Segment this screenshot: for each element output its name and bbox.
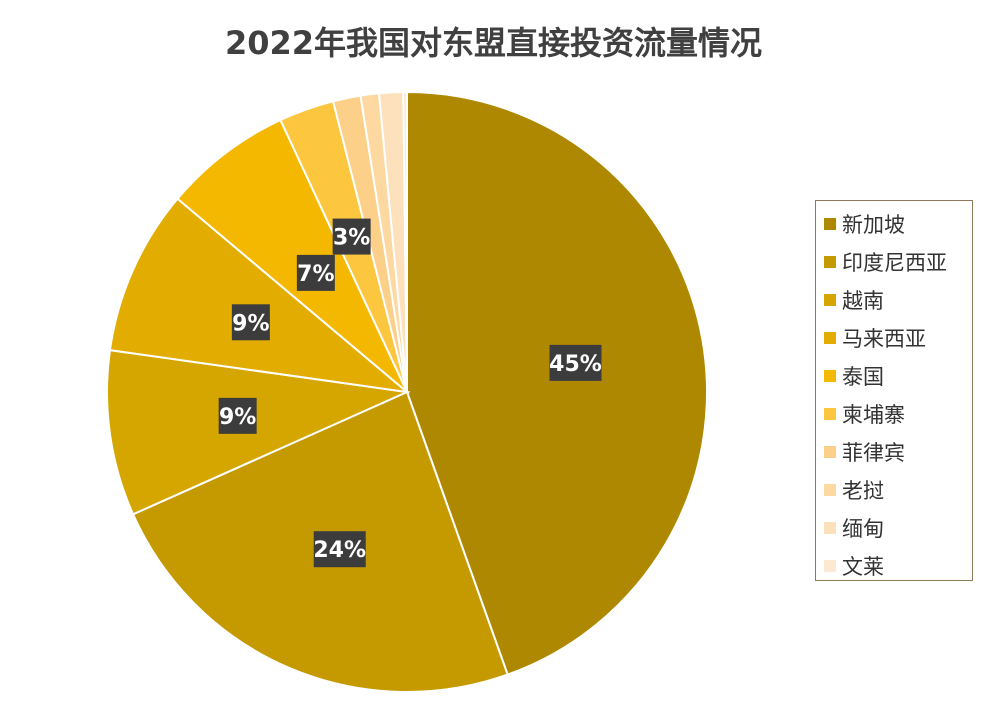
data-label-box	[231, 304, 270, 341]
legend-label: 新加坡	[842, 213, 905, 237]
legend-swatch	[824, 294, 836, 306]
pie-slice-3	[106, 349, 411, 516]
data-label-box	[296, 254, 335, 291]
legend-swatch	[824, 332, 836, 344]
data-label-text: 24%	[313, 538, 366, 563]
legend: 新加坡印度尼西亚越南马来西亚泰国柬埔寨菲律宾老挝缅甸文莱	[815, 200, 973, 581]
legend-swatch	[824, 218, 836, 230]
pie-data-labels: 45% 24% 9% 9% 7% 3%	[218, 218, 602, 568]
chart-title: 2022年我国对东盟直接投资流量情况	[224, 24, 763, 62]
legend-swatch	[824, 256, 836, 268]
legend-label: 柬埔寨	[842, 403, 905, 427]
pie-slice-4	[108, 197, 411, 394]
legend-item: 马来西亚	[816, 319, 972, 357]
pie-slice-10	[402, 90, 408, 393]
legend-item: 菲律宾	[816, 433, 972, 471]
legend-item: 越南	[816, 281, 972, 319]
legend-swatch	[824, 370, 836, 382]
legend-label: 泰国	[842, 365, 884, 389]
legend-item: 缅甸	[816, 509, 972, 547]
data-label-text: 7%	[297, 262, 334, 287]
data-label-text: 9%	[219, 405, 256, 430]
data-label-box	[332, 218, 371, 255]
data-label-text: 3%	[333, 226, 370, 251]
data-label-4: 9%	[231, 304, 270, 341]
legend-label: 马来西亚	[842, 327, 926, 351]
legend-swatch	[824, 446, 836, 458]
data-label-1: 45%	[549, 344, 602, 381]
legend-item: 老挝	[816, 471, 972, 509]
data-label-box	[313, 531, 366, 568]
legend-label: 印度尼西亚	[842, 251, 947, 275]
legend-item: 泰国	[816, 357, 972, 395]
data-label-text: 45%	[549, 352, 602, 377]
legend-swatch	[824, 408, 836, 420]
data-label-text: 9%	[232, 311, 269, 336]
legend-label: 缅甸	[842, 517, 884, 541]
data-label-box	[218, 397, 257, 434]
legend-item: 文莱	[816, 547, 972, 585]
legend-item: 柬埔寨	[816, 395, 972, 433]
legend-swatch	[824, 560, 836, 572]
legend-swatch	[824, 484, 836, 496]
data-label-6: 3%	[332, 218, 371, 255]
data-label-3: 9%	[218, 397, 257, 434]
legend-item: 新加坡	[816, 205, 972, 243]
pie-slice-5	[176, 118, 408, 393]
legend-label: 菲律宾	[842, 441, 905, 465]
data-label-2: 24%	[313, 531, 366, 568]
data-label-box	[549, 344, 602, 381]
pie-slices	[106, 90, 708, 693]
legend-item: 印度尼西亚	[816, 243, 972, 281]
pie-slice-1	[406, 90, 708, 676]
legend-swatch	[824, 522, 836, 534]
legend-label: 文莱	[842, 555, 884, 579]
data-label-5: 7%	[296, 254, 335, 291]
legend-label: 老挝	[842, 479, 884, 503]
legend-label: 越南	[842, 289, 884, 313]
